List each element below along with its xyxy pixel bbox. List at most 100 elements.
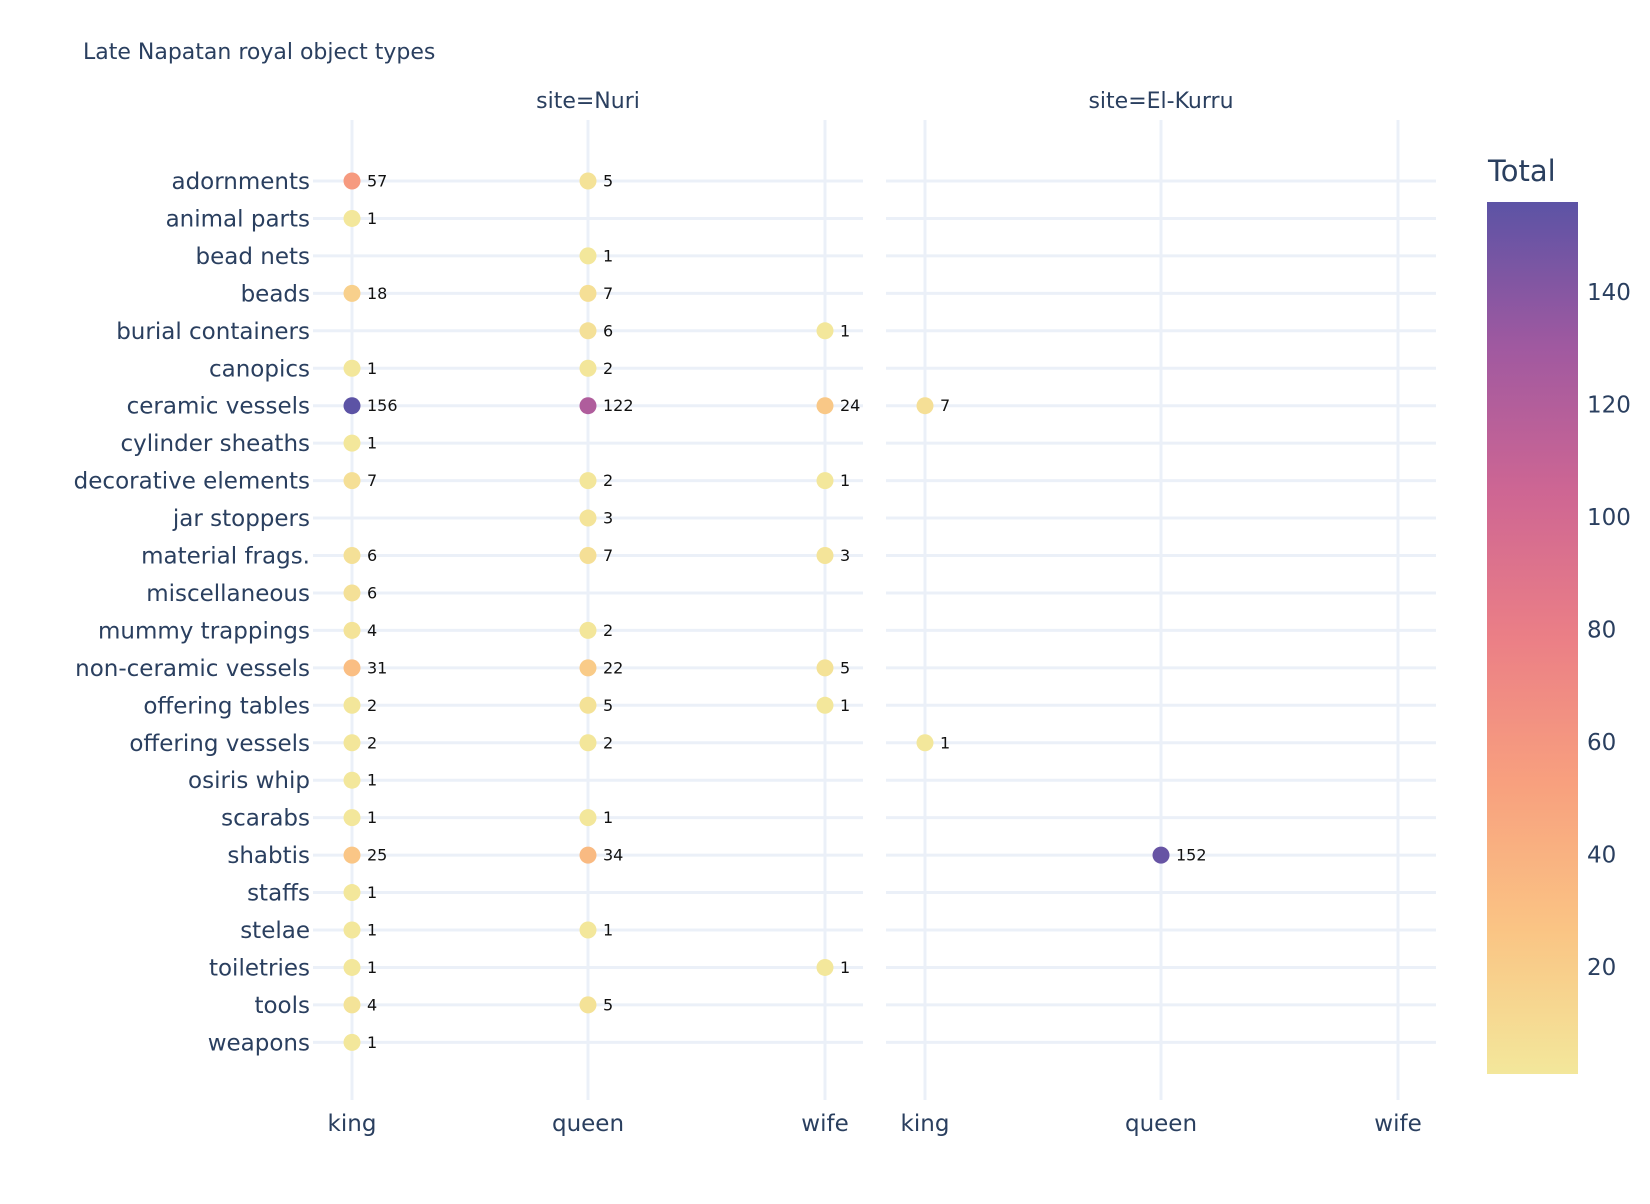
- data-point: [343, 172, 361, 190]
- data-point: [343, 921, 361, 939]
- data-label: 1: [840, 321, 850, 340]
- data-label: 3: [603, 509, 613, 528]
- data-point: [816, 547, 834, 564]
- data-point: [579, 284, 597, 302]
- data-label: 4: [367, 995, 377, 1014]
- data-point: [579, 322, 597, 340]
- data-point: [579, 734, 597, 752]
- data-label: 1: [367, 808, 377, 827]
- data-point: [816, 696, 834, 714]
- data-point: [343, 696, 361, 714]
- colorbar-tick-label: 20: [1587, 955, 1616, 981]
- data-label: 1: [367, 434, 377, 453]
- data-label: 2: [603, 621, 613, 640]
- data-label: 1: [367, 209, 377, 228]
- data-point: [579, 359, 597, 377]
- data-label: 1: [840, 471, 850, 490]
- data-point: [343, 584, 361, 602]
- y-tick-label: mummy trappings: [98, 618, 310, 644]
- y-tick-label: stelae: [240, 918, 310, 944]
- y-tick-label: animal parts: [166, 206, 310, 232]
- data-point: [816, 322, 834, 340]
- data-point: [579, 547, 597, 564]
- data-point: [343, 621, 361, 639]
- x-tick-label: king: [328, 1111, 377, 1137]
- y-tick-label: scarabs: [221, 806, 310, 832]
- data-label: 5: [603, 696, 613, 715]
- x-tick-label: king: [901, 1111, 950, 1137]
- data-label: 4: [367, 621, 377, 640]
- data-label: 1: [367, 359, 377, 378]
- y-tick-label: cylinder sheaths: [120, 431, 310, 457]
- data-label: 1: [367, 771, 377, 790]
- data-label: 6: [367, 546, 377, 565]
- data-label: 1: [603, 246, 613, 265]
- data-label: 2: [367, 733, 377, 752]
- data-point: [579, 509, 597, 527]
- x-tick-label: queen: [1125, 1111, 1197, 1137]
- y-tick-label: canopics: [209, 356, 310, 382]
- data-label: 1: [603, 921, 613, 940]
- data-label: 1: [367, 958, 377, 977]
- data-label: 18: [367, 284, 387, 303]
- chart-title: Late Napatan royal object types: [83, 40, 435, 65]
- data-label: 7: [603, 284, 613, 303]
- data-point: [816, 472, 834, 490]
- colorbar-tick-label: 140: [1587, 280, 1631, 306]
- data-point: [579, 996, 597, 1014]
- data-label: 5: [840, 658, 850, 677]
- data-point: [343, 996, 361, 1014]
- data-label: 6: [367, 583, 377, 602]
- data-label: 7: [940, 396, 950, 415]
- data-label: 7: [603, 546, 613, 565]
- data-label: 7: [367, 471, 377, 490]
- data-point: [579, 696, 597, 714]
- y-tick-label: burial containers: [116, 319, 310, 345]
- colorbar-tick-label: 120: [1587, 393, 1631, 419]
- data-label: 34: [603, 846, 623, 865]
- data-label: 1: [840, 696, 850, 715]
- data-label: 156: [367, 396, 398, 415]
- data-point: [579, 659, 597, 677]
- colorbar-title: Total: [1487, 154, 1556, 188]
- data-point: [343, 359, 361, 377]
- data-label: 2: [603, 733, 613, 752]
- data-label: 1: [840, 958, 850, 977]
- y-tick-label: miscellaneous: [146, 581, 310, 607]
- data-point: [343, 809, 361, 827]
- y-tick-label: toiletries: [209, 955, 310, 981]
- data-label: 6: [603, 321, 613, 340]
- x-tick-label: queen: [552, 1111, 624, 1137]
- data-point: [343, 958, 361, 976]
- facet-label: site=El-Kurru: [1088, 89, 1233, 114]
- facet-nuri: site=Nuri king queen wife: [313, 89, 863, 1137]
- data-label: 2: [367, 696, 377, 715]
- data-label: 1: [367, 883, 377, 902]
- data-label: 1: [367, 921, 377, 940]
- y-tick-label: beads: [241, 281, 310, 307]
- y-tick-label: offering vessels: [129, 731, 310, 757]
- y-tick-label: material frags.: [141, 544, 310, 570]
- data-point: [579, 472, 597, 490]
- data-point: [343, 472, 361, 490]
- data-label: 25: [367, 846, 387, 865]
- data-label: 1: [940, 733, 950, 752]
- data-point: [343, 1033, 361, 1051]
- y-tick-label: staffs: [247, 881, 310, 907]
- data-point: [916, 397, 934, 415]
- data-point: [343, 547, 361, 564]
- facets-layer: site=Nuri king queen wife site=El-Kurru king q…: [74, 89, 1436, 1137]
- facet-label: site=Nuri: [536, 89, 640, 114]
- data-point: [343, 846, 361, 864]
- x-tick-label: wife: [1374, 1111, 1421, 1137]
- colorbar-tick-label: 60: [1587, 730, 1616, 756]
- data-point: [343, 884, 361, 902]
- data-point: [579, 621, 597, 639]
- data-point: [816, 659, 834, 677]
- data-label: 2: [603, 471, 613, 490]
- data-point: [579, 809, 597, 827]
- colorbar-tick-label: 100: [1587, 505, 1631, 531]
- y-tick-label: non-ceramic vessels: [75, 656, 310, 682]
